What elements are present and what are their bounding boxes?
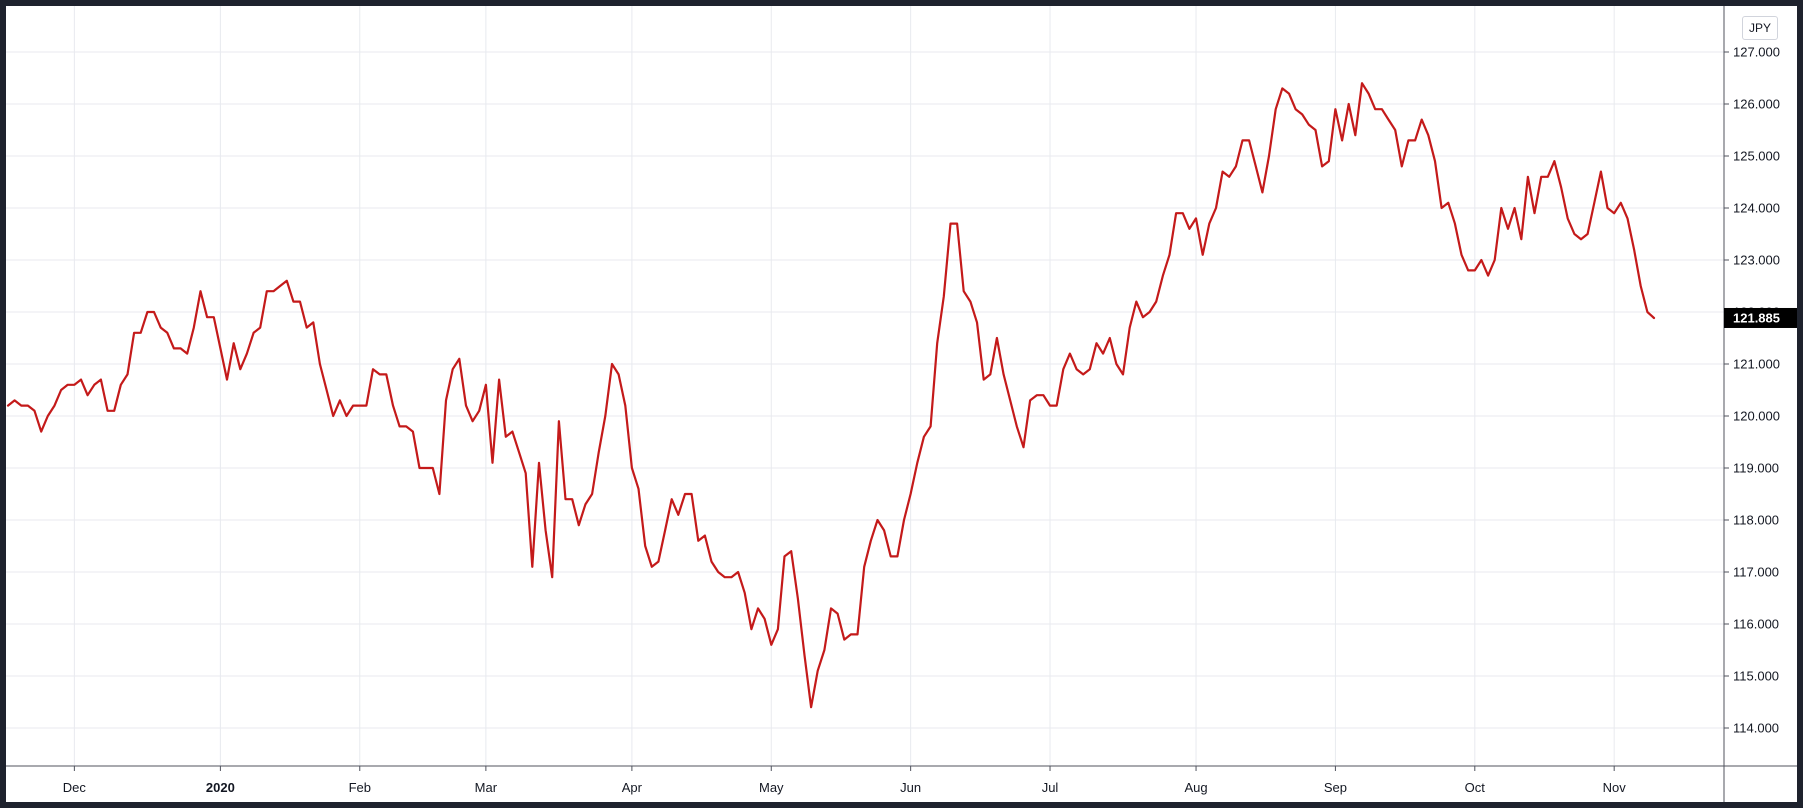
- x-tick-label: Apr: [622, 780, 643, 795]
- chart-canvas[interactable]: 127.000126.000125.000124.000123.000122.0…: [6, 6, 1797, 802]
- y-tick-label: 121.000: [1733, 357, 1780, 372]
- grid: [6, 6, 1724, 766]
- y-tick-label: 115.000: [1733, 669, 1779, 684]
- y-tick-label: 126.000: [1733, 97, 1780, 112]
- y-tick-label: 116.000: [1733, 617, 1779, 632]
- y-tick-label: 114.000: [1733, 721, 1779, 736]
- price-line: [6, 82, 1656, 709]
- y-tick-label: 117.000: [1733, 565, 1779, 580]
- price-series: [6, 82, 1656, 709]
- y-axis-labels[interactable]: 127.000126.000125.000124.000123.000122.0…: [1733, 45, 1780, 736]
- y-tick-label: 123.000: [1733, 253, 1780, 268]
- x-axis-labels[interactable]: Dec 2020 Feb Mar Apr May Jun Jul Aug Sep Oct Nov: [63, 780, 1626, 795]
- y-tick-label: 125.000: [1733, 149, 1780, 164]
- y-tick-label: 119.000: [1733, 461, 1779, 476]
- y-tick-label: 120.000: [1733, 409, 1780, 424]
- x-tick-label: Mar: [475, 780, 498, 795]
- y-tick-label: 127.000: [1733, 45, 1780, 60]
- y-tick-label: 118.000: [1733, 513, 1779, 528]
- y-tick-label: 124.000: [1733, 201, 1780, 216]
- x-tick-label: Nov: [1603, 780, 1627, 795]
- x-tick-label: May: [759, 780, 784, 795]
- x-tick-label: Oct: [1465, 780, 1486, 795]
- x-tick-label: Jul: [1042, 780, 1059, 795]
- axes: [6, 6, 1797, 802]
- chart-frame: 127.000126.000125.000124.000123.000122.0…: [6, 6, 1797, 802]
- x-tick-label: Feb: [349, 780, 371, 795]
- currency-button[interactable]: JPY: [1742, 16, 1779, 40]
- x-tick-label: Sep: [1324, 780, 1347, 795]
- x-tick-label: Jun: [900, 780, 921, 795]
- x-tick-label: Dec: [63, 780, 87, 795]
- last-price-tag: 121.885: [1724, 307, 1797, 328]
- last-price-tag-background: [1724, 307, 1797, 328]
- x-tick-label: 2020: [206, 780, 235, 795]
- last-price-label: 121.885: [1733, 310, 1780, 325]
- x-tick-label: Aug: [1184, 780, 1207, 795]
